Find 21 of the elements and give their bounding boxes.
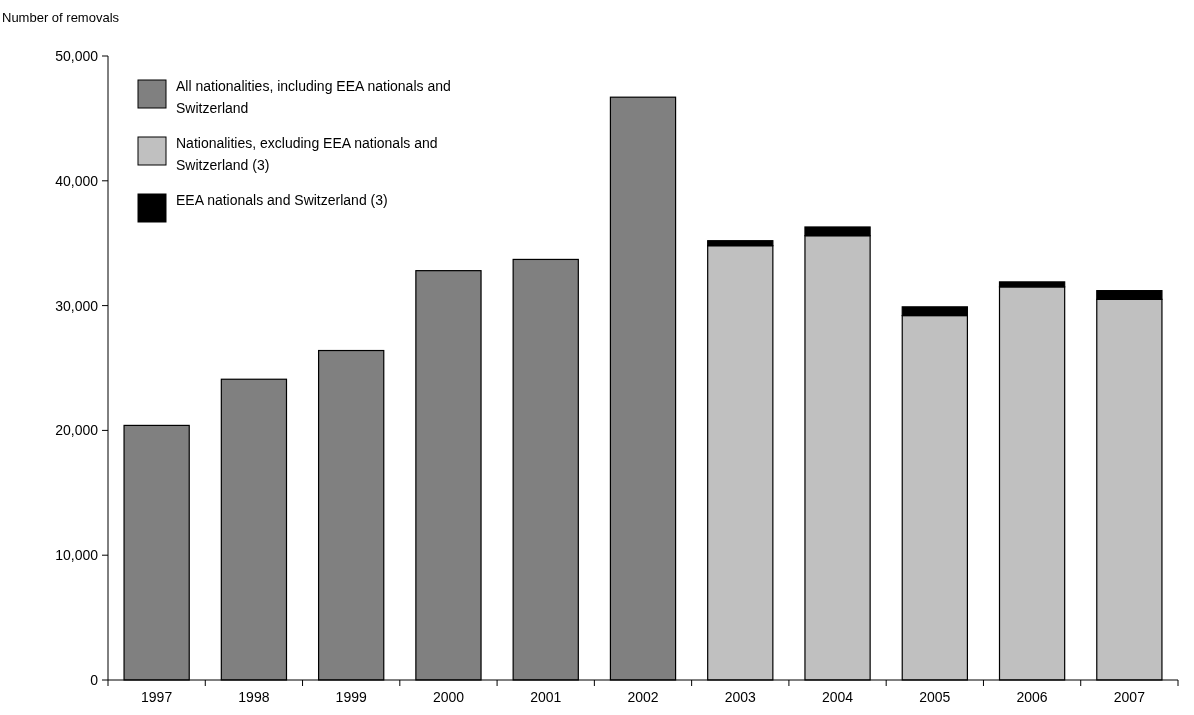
y-tick-label: 50,000 [55,47,99,64]
y-tick-label: 30,000 [55,297,99,314]
x-tick-label: 2001 [530,689,562,705]
y-tick-label: 40,000 [55,172,99,189]
y-tick-label: 20,000 [55,422,99,439]
y-tick-label: 0 [90,671,99,688]
legend-label: Nationalities, excluding EEA nationals and Switzerland (3) [176,135,438,173]
legend-label: All nationalities, including EEA nationals and Switzerland [176,78,451,116]
x-tick-label: 2005 [919,689,951,705]
x-tick-label: 2007 [1113,689,1146,705]
y-axis-title: Number of removals [2,10,120,25]
x-tick-label: 2002 [627,689,659,705]
x-tick-label: 1998 [238,689,270,705]
x-tick-label: 2000 [432,689,465,705]
x-tick-label: 2006 [1016,689,1048,705]
x-tick-label: 1997 [141,689,173,705]
x-tick-label: 2004 [821,689,854,705]
y-tick-label: 10,000 [55,547,99,564]
x-tick-label: 1999 [335,689,367,705]
x-tick-label: 2003 [724,689,757,705]
legend-label: EEA nationals and Switzerland (3) [176,192,388,208]
